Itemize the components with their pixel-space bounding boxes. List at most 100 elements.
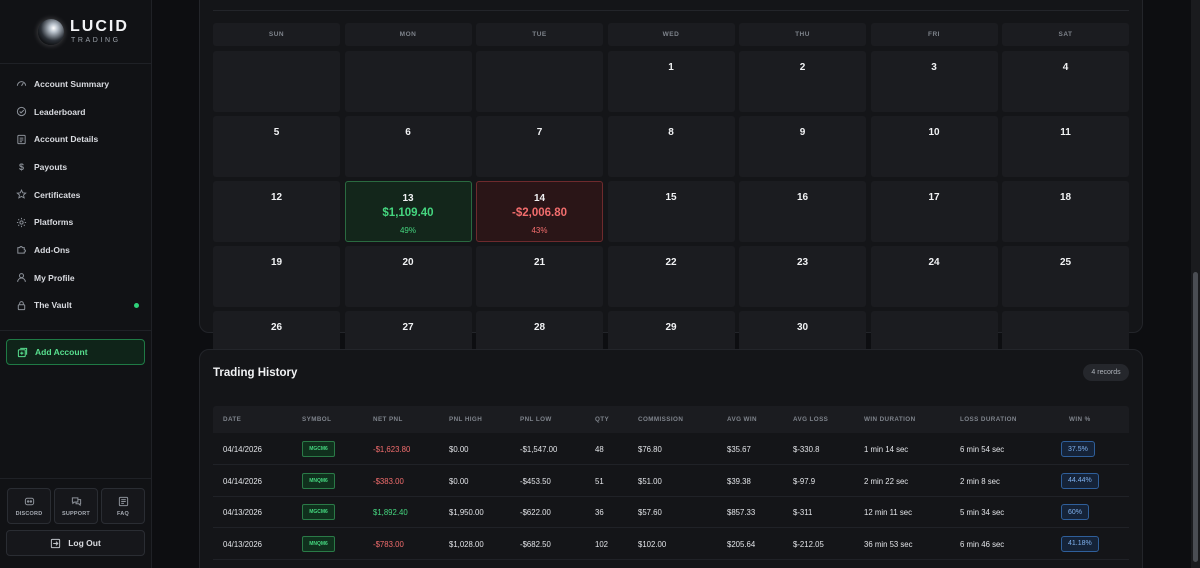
- column-header[interactable]: LOSS DURATION: [960, 416, 1017, 423]
- column-header[interactable]: DATE: [223, 416, 242, 423]
- brand-logo[interactable]: LUCID TRADING: [38, 16, 127, 50]
- calendar-day[interactable]: 8: [607, 116, 735, 177]
- day-number: 27: [402, 322, 414, 333]
- sidebar-item-label: Add-Ons: [34, 244, 70, 255]
- table-row[interactable]: 04/14/2026 MGCM6 -$1,623.80 $0.00 -$1,547.00…: [213, 434, 1129, 465]
- calendar-day-empty: [344, 51, 472, 112]
- day-number: 22: [665, 257, 677, 268]
- sidebar-item-add-ons[interactable]: Add-Ons: [0, 236, 152, 264]
- calendar-day[interactable]: 18: [1002, 181, 1129, 242]
- calendar-grid: 1 2 3 4 5 6 7 8 9 10 11 12 13 $1,109.40 49% 14 -$2,006.8…: [213, 51, 1129, 372]
- calendar-day[interactable]: 21: [476, 246, 603, 307]
- table-cell-commission: $51.00: [638, 476, 662, 486]
- column-header[interactable]: COMMISSION: [638, 416, 684, 423]
- calendar-day[interactable]: 2: [739, 51, 866, 112]
- table-row[interactable]: 04/14/2026 MNQM6 -$383.00 $0.00 -$453.50 51 $5…: [213, 466, 1129, 497]
- support-button[interactable]: SUPPORT: [54, 488, 98, 524]
- faq-button[interactable]: FAQ: [101, 488, 145, 524]
- sidebar-item-my-profile[interactable]: My Profile: [0, 264, 152, 292]
- column-header[interactable]: AVG WIN: [727, 416, 757, 423]
- column-header[interactable]: NET PNL: [373, 416, 403, 423]
- calendar-day[interactable]: 12: [213, 181, 340, 242]
- table-row[interactable]: 04/13/2026 MGCM6 $1,892.40 $1,950.00 -$622.0…: [213, 497, 1129, 528]
- table-cell-avg-win: $857.33: [727, 508, 756, 517]
- day-number: 10: [928, 127, 940, 138]
- calendar-day[interactable]: 5: [213, 116, 340, 177]
- calendar-day[interactable]: 23: [739, 246, 866, 307]
- divider: [0, 63, 152, 64]
- calendar-day[interactable]: 20: [344, 246, 472, 307]
- calendar-day[interactable]: 4: [1002, 51, 1129, 112]
- weekday-header: SUN MON TUE WED THU FRI SAT: [213, 23, 1129, 46]
- column-header[interactable]: WIN %: [1069, 416, 1091, 423]
- table-cell-date: 04/14/2026: [223, 445, 263, 454]
- add-account-button[interactable]: Add Account: [6, 339, 145, 365]
- calendar-day[interactable]: 13 $1,109.40 49%: [344, 181, 472, 242]
- calendar-day[interactable]: 1: [607, 51, 735, 112]
- column-header[interactable]: PNL HIGH: [449, 416, 483, 423]
- calendar-day[interactable]: 25: [1002, 246, 1129, 307]
- calendar-day[interactable]: 16: [739, 181, 866, 242]
- calendar-day[interactable]: 14 -$2,006.80 43%: [476, 181, 603, 242]
- user-icon: [16, 272, 27, 283]
- calendar-day[interactable]: 19: [213, 246, 340, 307]
- logout-label: Log Out: [68, 538, 101, 548]
- table-cell-avg-loss: $-212.05: [793, 539, 824, 549]
- sidebar-item-label: Certificates: [34, 189, 81, 200]
- symbol-badge: MNQM6: [302, 535, 335, 552]
- win-rate-badge: 60%: [1061, 504, 1090, 520]
- discord-button[interactable]: DISCORD: [7, 488, 51, 524]
- calendar-day[interactable]: 10: [870, 116, 998, 177]
- day-number: 26: [270, 322, 283, 333]
- column-header[interactable]: SYMBOL: [302, 416, 332, 423]
- chat-icon: [71, 496, 82, 507]
- calendar-day[interactable]: 24: [870, 246, 998, 307]
- sidebar-item-certificates[interactable]: Certificates: [0, 181, 152, 209]
- sidebar-item-leaderboard[interactable]: Leaderboard: [0, 98, 152, 126]
- calendar-day[interactable]: 22: [607, 246, 735, 307]
- lock-icon: [16, 300, 27, 311]
- day-number: 25: [1059, 257, 1072, 268]
- table-cell-qty: 36: [595, 508, 604, 517]
- day-number: 5: [273, 127, 280, 138]
- calendar-day[interactable]: 7: [476, 116, 603, 177]
- calendar-day[interactable]: 3: [870, 51, 998, 112]
- sidebar-item-platforms[interactable]: Platforms: [0, 208, 152, 236]
- table-cell-avg-win: $35.67: [727, 445, 751, 454]
- column-header[interactable]: QTY: [595, 416, 610, 423]
- scrollbar-thumb[interactable]: [1193, 272, 1198, 562]
- calendar-day[interactable]: 15: [607, 181, 735, 242]
- table-cell-win-duration: 2 min 22 sec: [864, 476, 909, 486]
- column-header[interactable]: WIN DURATION: [864, 416, 916, 423]
- star-icon: [16, 189, 27, 200]
- day-number: 16: [796, 192, 809, 203]
- sidebar-item-the-vault[interactable]: The Vault: [0, 292, 152, 320]
- table-cell-qty: 102: [595, 539, 609, 549]
- day-number: 15: [665, 192, 677, 203]
- weekday-label: TUE: [476, 23, 603, 46]
- table-cell-pnl-low: -$1,547.00: [520, 445, 558, 454]
- sidebar-item-account-summary[interactable]: Account Summary: [0, 70, 152, 98]
- day-pnl: -$2,006.80: [512, 207, 567, 219]
- day-number: 12: [270, 192, 283, 203]
- day-number: 2: [799, 62, 806, 73]
- day-win-rate: 43%: [531, 226, 548, 235]
- calendar-day[interactable]: 9: [739, 116, 866, 177]
- calendar-day[interactable]: 17: [870, 181, 998, 242]
- table-cell-pnl-low: -$453.50: [520, 476, 551, 486]
- calendar-day[interactable]: 11: [1002, 116, 1129, 177]
- day-number: 23: [796, 257, 809, 268]
- sidebar-item-payouts[interactable]: $ Payouts: [0, 153, 152, 181]
- day-pnl: $1,109.40: [382, 207, 434, 219]
- sidebar-item-label: Leaderboard: [34, 106, 86, 117]
- column-header[interactable]: AVG LOSS: [793, 416, 829, 423]
- calendar-day[interactable]: 6: [344, 116, 472, 177]
- document-icon: [16, 134, 27, 145]
- table-row[interactable]: 04/13/2026 MNQM6 -$783.00 $1,028.00 -$682.50…: [213, 529, 1129, 560]
- trading-history-panel: [199, 349, 1143, 568]
- sidebar-item-account-details[interactable]: Account Details: [0, 125, 152, 153]
- column-header[interactable]: PNL LOW: [520, 416, 552, 423]
- table-cell-net-pnl: $1,892.40: [373, 508, 408, 517]
- logout-button[interactable]: Log Out: [6, 530, 145, 556]
